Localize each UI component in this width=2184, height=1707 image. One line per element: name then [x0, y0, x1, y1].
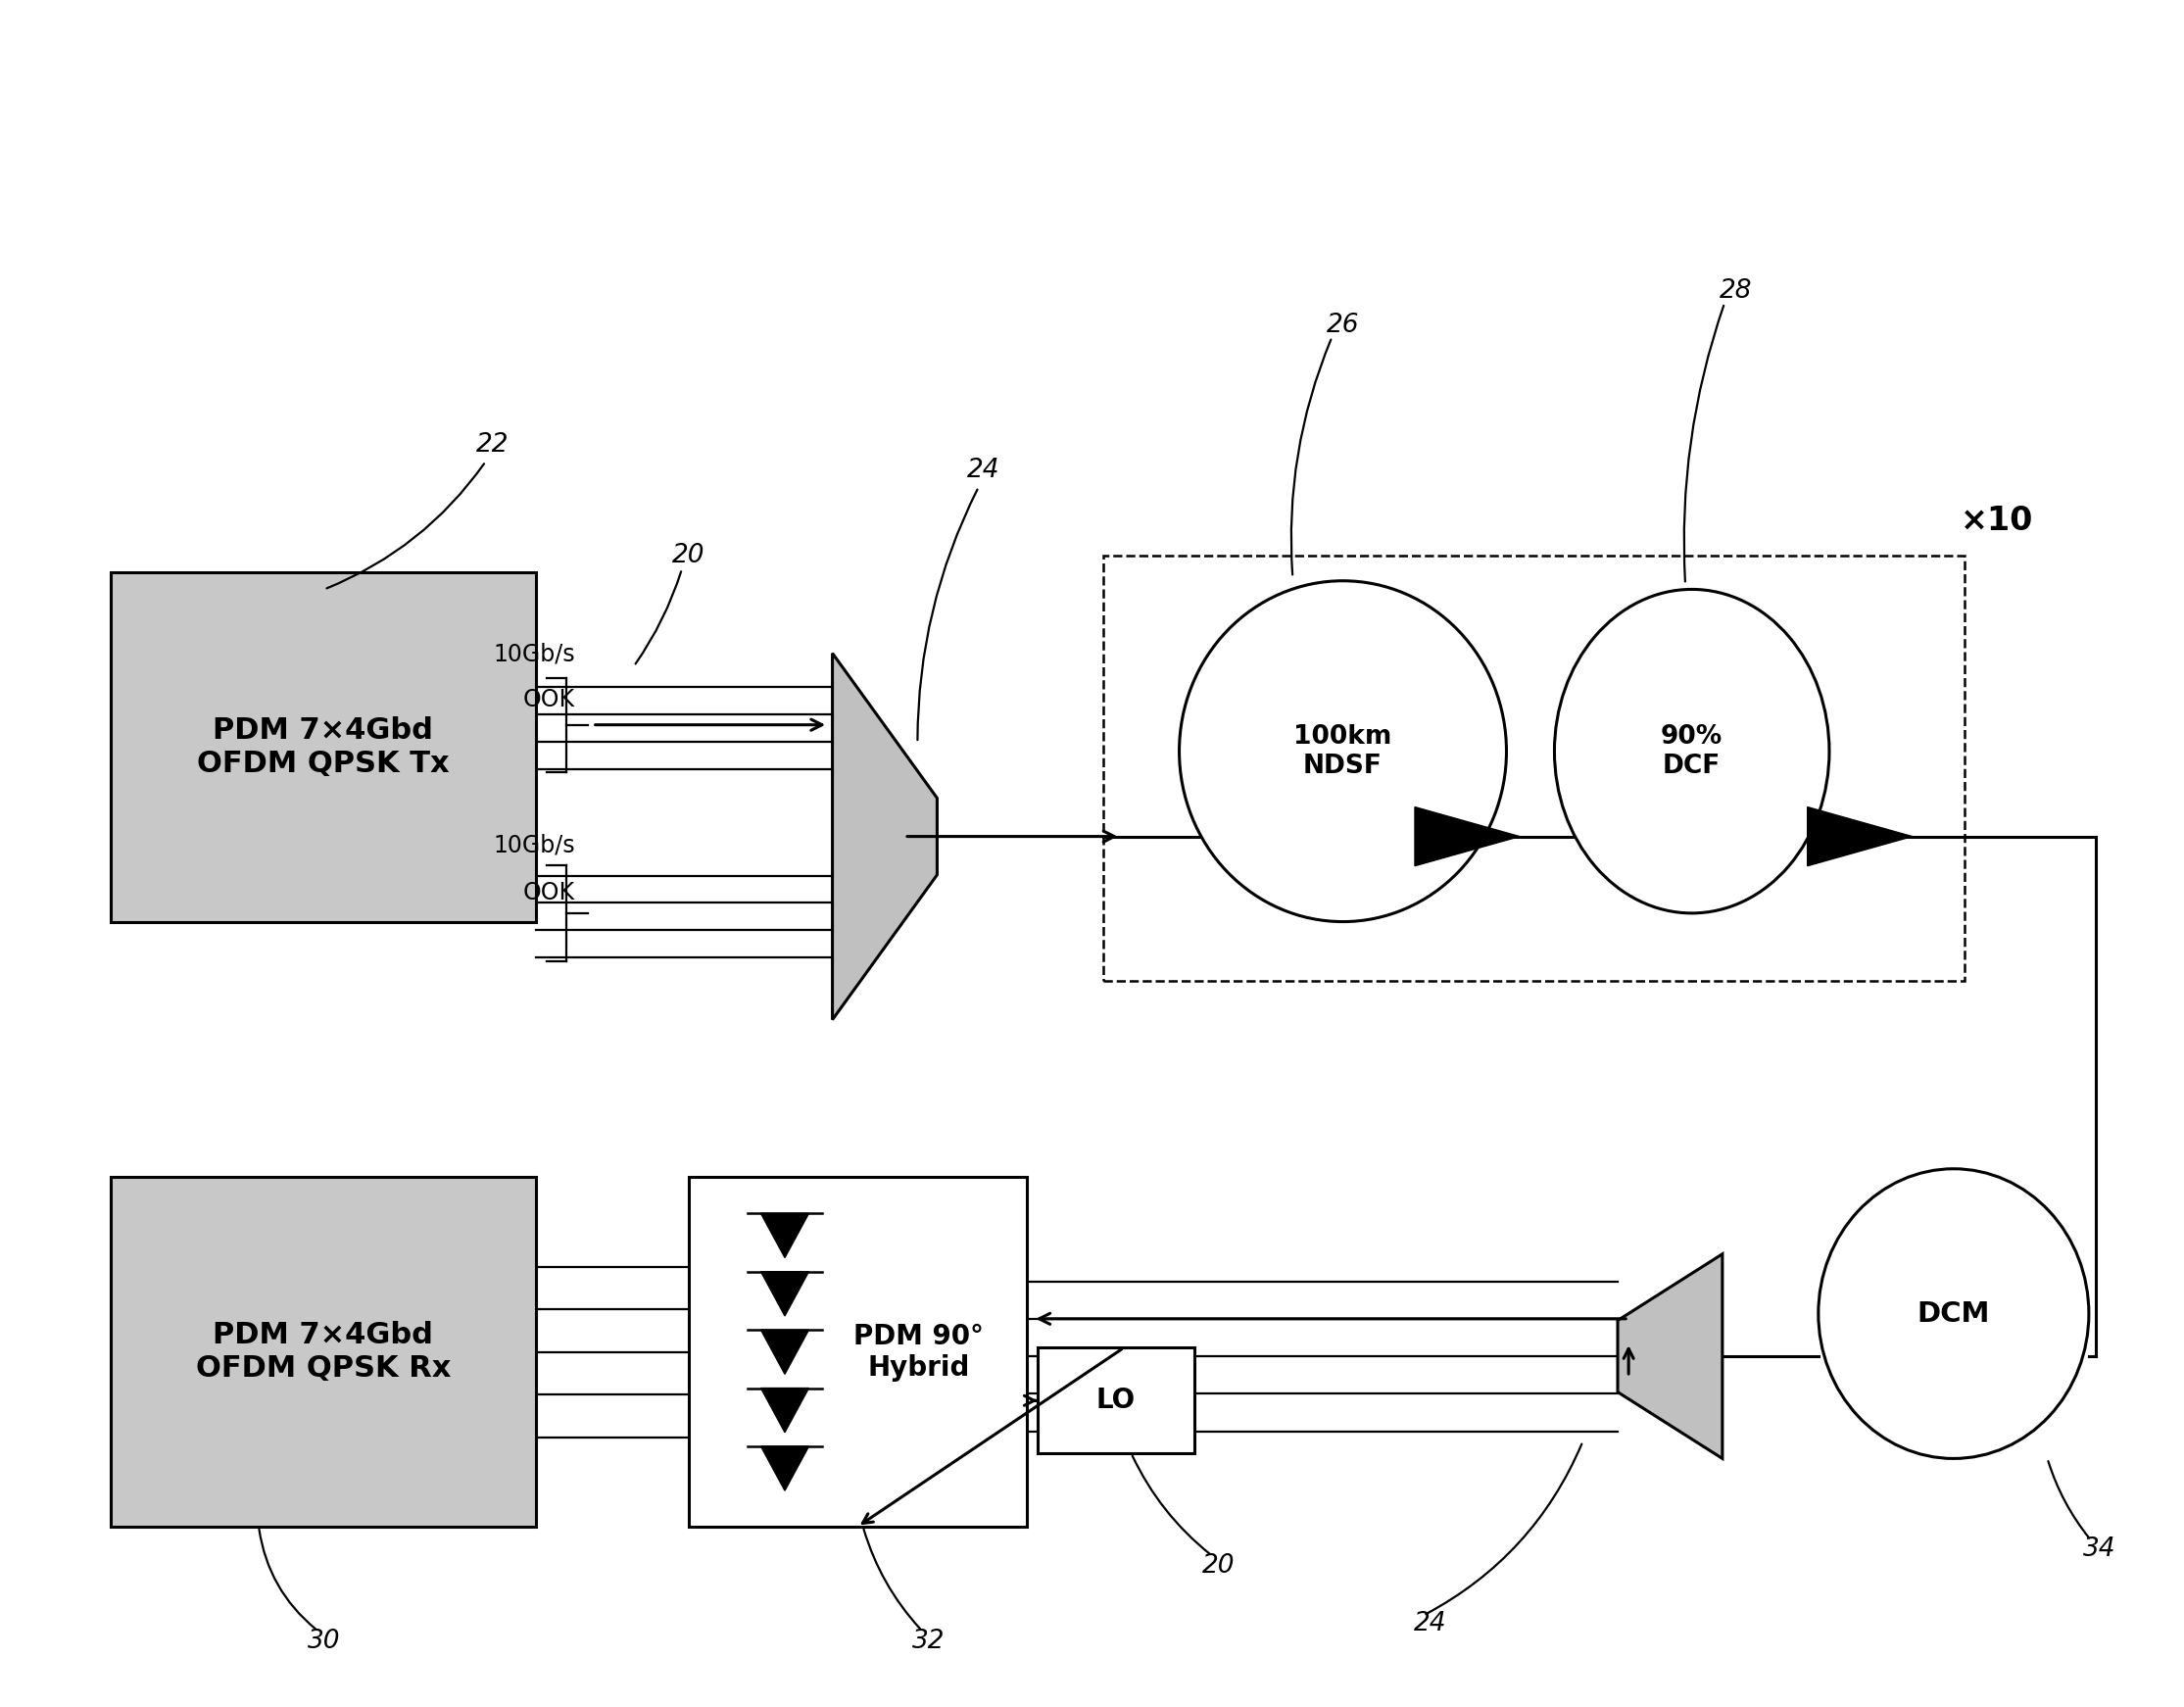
Polygon shape — [1415, 807, 1520, 865]
Text: 28: 28 — [1719, 278, 1752, 304]
Text: OOK: OOK — [522, 688, 574, 712]
Bar — [1037, 1349, 1195, 1453]
Text: 10Gb/s: 10Gb/s — [494, 642, 574, 666]
Text: 100km
NDSF: 100km NDSF — [1293, 724, 1391, 778]
Text: OOK: OOK — [522, 881, 574, 905]
Text: DCM: DCM — [1918, 1301, 1990, 1328]
Bar — [111, 572, 535, 922]
Polygon shape — [760, 1446, 808, 1490]
Text: LO: LO — [1096, 1386, 1136, 1415]
Text: 20: 20 — [1201, 1553, 1234, 1579]
Bar — [1103, 555, 1966, 982]
Text: 10Gb/s: 10Gb/s — [494, 833, 574, 857]
Polygon shape — [760, 1272, 808, 1316]
Bar — [111, 1178, 535, 1526]
Text: 34: 34 — [2084, 1536, 2116, 1562]
Bar — [688, 1178, 1026, 1526]
Polygon shape — [760, 1214, 808, 1258]
Text: 24: 24 — [1413, 1611, 1446, 1637]
Text: 22: 22 — [476, 432, 509, 457]
Polygon shape — [760, 1330, 808, 1374]
Text: 90%
DCF: 90% DCF — [1660, 724, 1723, 778]
Ellipse shape — [1819, 1169, 2088, 1458]
Text: 24: 24 — [968, 457, 1000, 483]
Polygon shape — [1808, 807, 1913, 865]
Text: PDM 7×4Gbd
OFDM QPSK Tx: PDM 7×4Gbd OFDM QPSK Tx — [197, 717, 450, 778]
Ellipse shape — [1555, 589, 1830, 913]
Text: 20: 20 — [673, 543, 705, 568]
Text: PDM 90°
Hybrid: PDM 90° Hybrid — [854, 1323, 983, 1381]
Ellipse shape — [1179, 580, 1507, 922]
Text: 26: 26 — [1326, 312, 1358, 338]
Text: PDM 7×4Gbd
OFDM QPSK Rx: PDM 7×4Gbd OFDM QPSK Rx — [197, 1321, 450, 1383]
Text: 32: 32 — [913, 1628, 946, 1654]
Text: ×10: ×10 — [1961, 505, 2033, 538]
Polygon shape — [1618, 1255, 1723, 1458]
Polygon shape — [832, 654, 937, 1019]
Text: 30: 30 — [308, 1628, 341, 1654]
Polygon shape — [760, 1388, 808, 1432]
